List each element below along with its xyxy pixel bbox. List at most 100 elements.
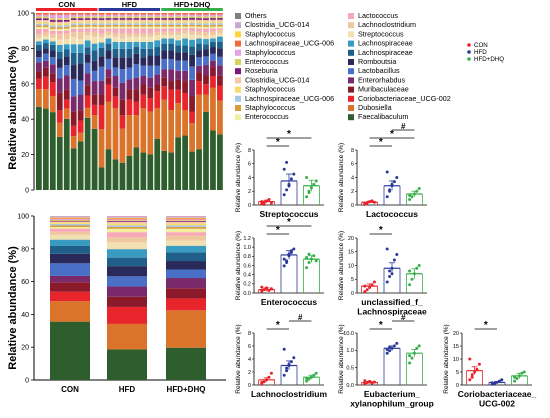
dot-plot-point	[388, 345, 392, 349]
bottom-stack-segment	[50, 291, 90, 302]
top-stack-segment	[168, 23, 175, 25]
dot-plot-point	[385, 195, 389, 199]
legend-label: Clostridia_UCG-014	[245, 20, 309, 29]
legend-swatch	[235, 86, 241, 93]
dot-plot-y-axis-title: Relative abundance (%)	[235, 231, 242, 300]
top-stack-segment	[42, 21, 49, 24]
top-stack-segment	[105, 14, 112, 17]
top-stack-segment	[154, 91, 161, 109]
bottom-stack-segment	[50, 220, 90, 222]
bottom-stack-segment	[50, 234, 90, 240]
dot-plot-point	[410, 195, 414, 199]
top-stack-segment	[84, 23, 91, 26]
dot-plot-point	[312, 182, 316, 186]
top-stack-segment	[196, 14, 202, 17]
top-stack-segment	[175, 35, 182, 41]
bottom-stack-segment	[107, 223, 147, 226]
top-stack-segment	[63, 44, 70, 50]
legend-swatch	[235, 13, 241, 19]
top-stack-segment	[49, 25, 56, 28]
dot-plot-point	[385, 348, 389, 352]
top-stack-segment	[70, 16, 77, 19]
top-stack-segment	[42, 39, 49, 44]
top-stack-segment	[36, 50, 42, 58]
top-y-tick-label: 20	[21, 152, 29, 159]
bottom-stack-segment	[50, 219, 90, 220]
bottom-stack-segment	[107, 286, 147, 297]
top-stack-segment	[84, 25, 91, 27]
top-stack-segment	[203, 19, 209, 22]
dot-plot-point	[292, 172, 296, 176]
top-stack-segment	[77, 28, 84, 33]
bottom-stack-segment	[166, 221, 206, 224]
top-stack-segment	[63, 108, 70, 119]
legend-swatch	[348, 77, 354, 84]
bottom-stack-segment	[166, 216, 206, 218]
dot-plot-point	[475, 367, 479, 371]
legend-swatch	[348, 105, 354, 111]
dot-plot-point	[388, 269, 392, 273]
top-stack-segment	[147, 111, 154, 155]
legend-swatch	[348, 114, 354, 121]
top-stack-segment	[217, 23, 223, 25]
top-stack-segment	[133, 19, 140, 22]
dot-plot-point	[390, 272, 394, 276]
dot-plot-point	[307, 252, 311, 256]
top-stack-segment	[133, 26, 140, 29]
dot-plot-point	[269, 371, 273, 375]
top-stack-segment	[91, 23, 98, 25]
top-stack-segment	[182, 14, 188, 17]
dot-plot-point	[309, 375, 313, 379]
top-stack-segment	[56, 34, 63, 40]
bottom-stack-segment	[107, 216, 147, 218]
dot-plot-y-tick-label: 0.2	[243, 282, 251, 288]
dot-plot-point	[388, 349, 392, 353]
bottom-stack-segment	[166, 347, 206, 380]
top-stack-segment	[112, 28, 119, 34]
legend-swatch	[348, 22, 354, 29]
dot-plot-point	[305, 176, 309, 179]
bottom-stack-segment	[50, 245, 90, 254]
top-stack-segment	[189, 31, 195, 35]
top-stack-segment	[182, 30, 188, 34]
top-stack-segment	[84, 13, 91, 15]
top-stack-segment	[175, 60, 182, 71]
dot-plot-point	[285, 160, 289, 164]
group-legend-label: HFD	[474, 49, 487, 56]
top-stack-segment	[161, 28, 168, 32]
legend-label: Roseburia	[245, 66, 278, 75]
top-stack-segment	[196, 149, 202, 190]
bottom-stack-segment	[166, 288, 206, 299]
top-stack-segment	[49, 27, 56, 29]
top-stack-segment	[91, 21, 98, 24]
top-stack-segment	[119, 18, 126, 20]
legend-swatch	[348, 13, 354, 19]
top-stack-segment	[154, 23, 161, 25]
top-stack-segment	[105, 50, 112, 59]
dot-plot-y-tick-label: 6	[248, 344, 251, 350]
dot-plot-point	[412, 192, 416, 196]
top-stack-segment	[168, 38, 175, 44]
dot-plot-y-tick-label: 1.2	[243, 236, 251, 242]
top-stack-segment	[112, 24, 119, 27]
dot-plot-y-tick-label: 8	[248, 331, 251, 337]
top-stack-segment	[161, 19, 168, 22]
legend-label: Romboutsia	[358, 57, 396, 66]
bottom-stack-segment	[50, 321, 90, 380]
top-stack-segment	[217, 56, 223, 66]
top-y-tick-label: 80	[21, 46, 29, 53]
top-stack-segment	[98, 28, 105, 34]
dot-plot-point	[410, 356, 414, 360]
top-stack-segment	[154, 18, 161, 20]
top-stack-segment	[175, 45, 182, 53]
top-stack-segment	[175, 89, 182, 104]
top-stack-segment	[77, 25, 84, 27]
top-stack-segment	[168, 43, 175, 51]
dot-plot-y-tick-label: 0.0	[243, 291, 251, 297]
top-stack-segment	[56, 25, 63, 28]
dot-plot-point	[282, 373, 286, 377]
bottom-stack-segment	[50, 221, 90, 223]
dot-plot-point	[395, 253, 399, 256]
dot-plot-point	[417, 187, 421, 190]
